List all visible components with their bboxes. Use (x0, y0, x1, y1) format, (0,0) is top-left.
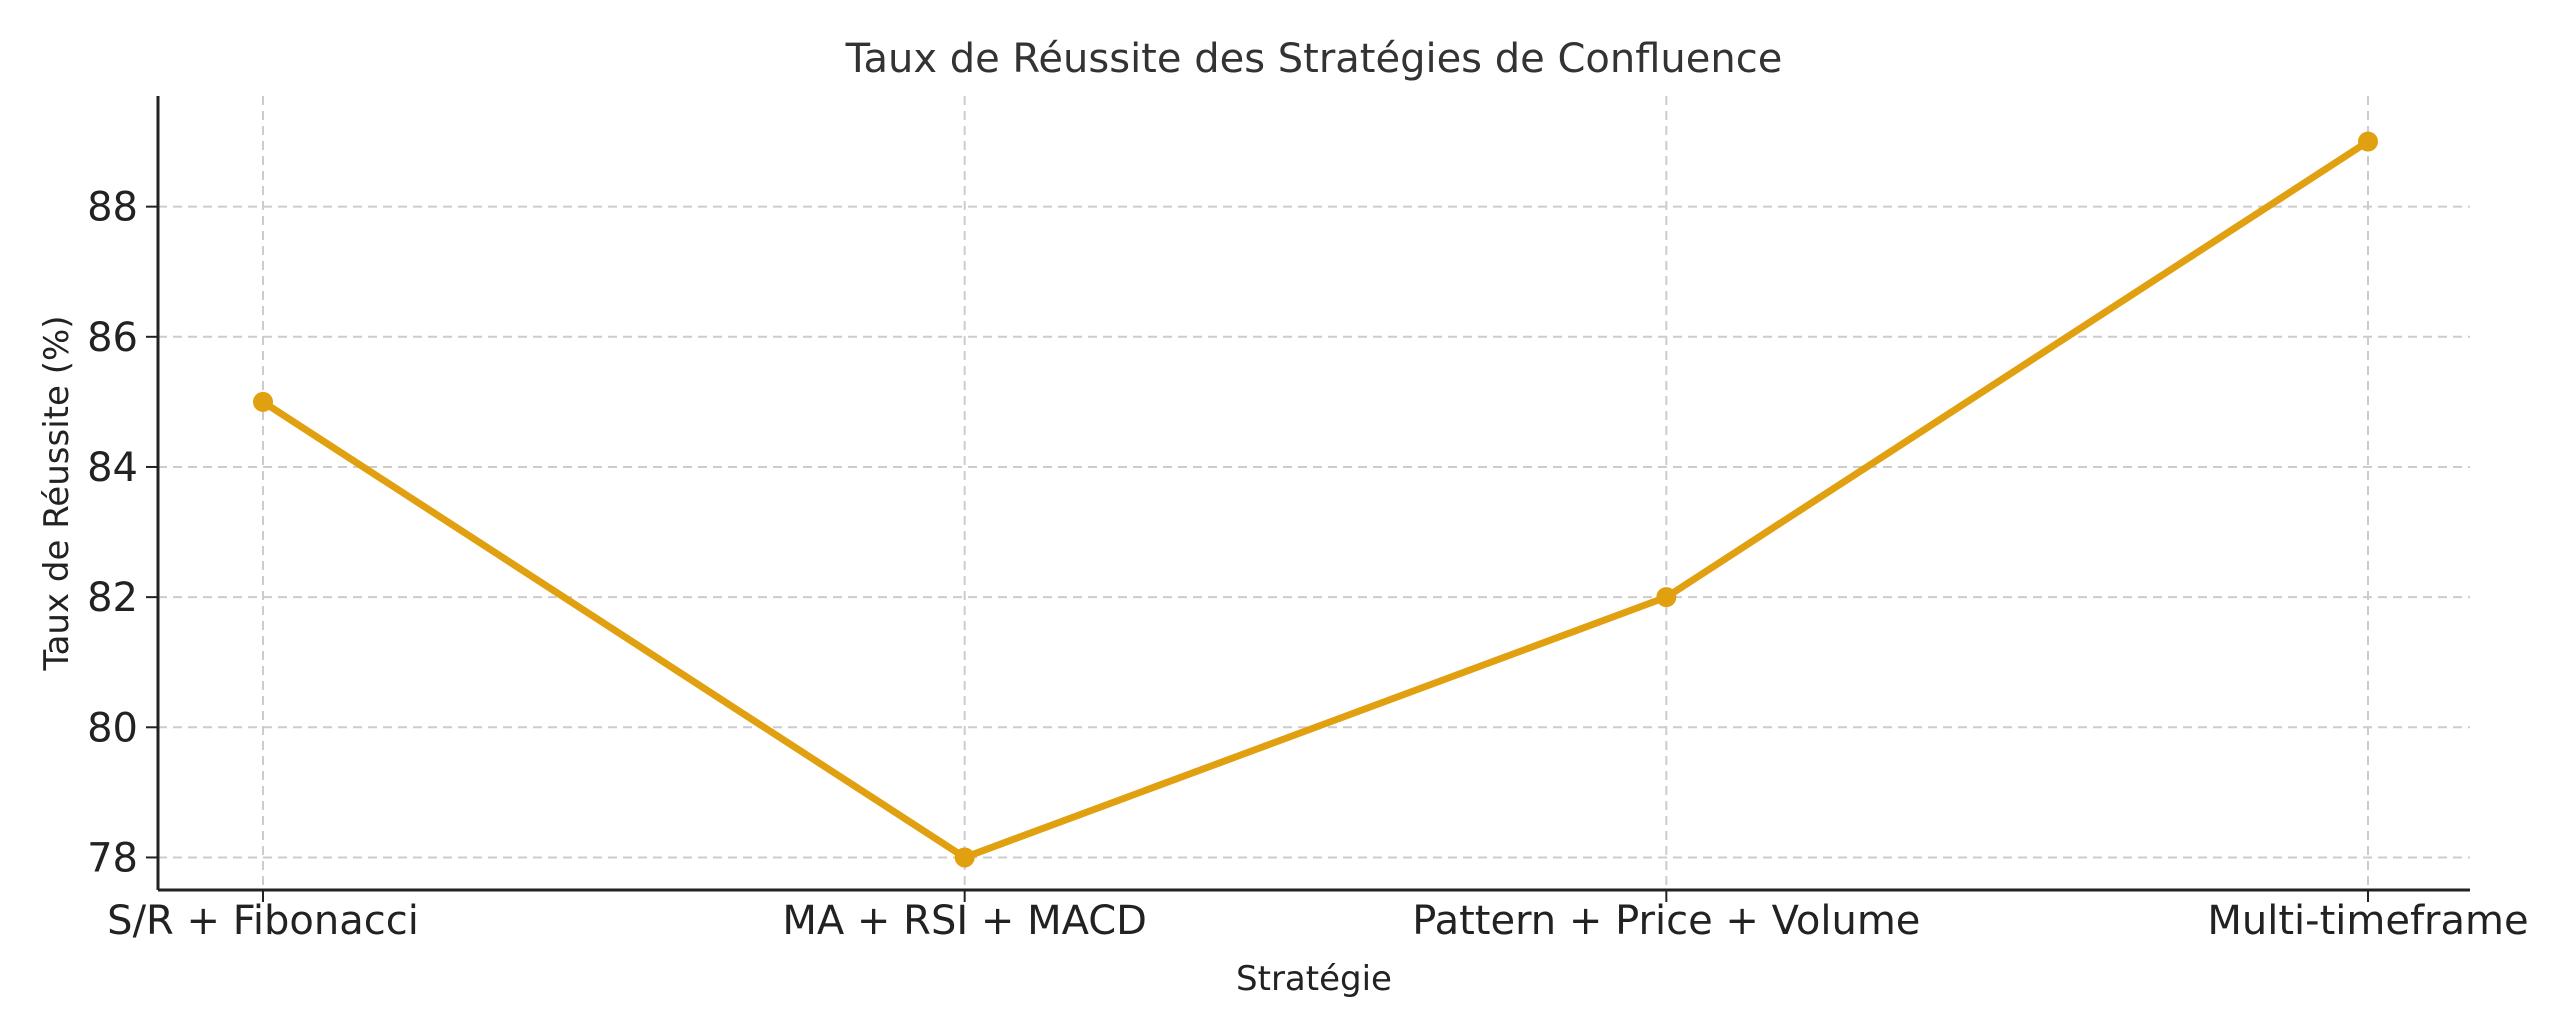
ticks: 78 80 82 84 86 88 S/R + Fibonacci MA + RSI + MA… (87, 185, 2529, 944)
chart-title: Taux de Réussite des Stratégies de Confl… (845, 36, 1783, 82)
x-tick-label: Multi-timeframe (2207, 898, 2528, 944)
y-tick-label: 86 (87, 315, 138, 361)
y-tick-label: 82 (87, 575, 138, 621)
y-tick-label: 80 (87, 705, 138, 751)
grid (158, 96, 2470, 890)
x-axis-label: Stratégie (1236, 959, 1392, 999)
x-tick-label: MA + RSI + MACD (782, 898, 1147, 944)
y-tick-label: 84 (87, 445, 138, 491)
x-tick-label: S/R + Fibonacci (107, 898, 419, 944)
series-line (263, 142, 2368, 858)
y-tick-label: 78 (87, 835, 138, 881)
axes (158, 96, 2470, 890)
data-point (955, 847, 975, 867)
data-point (253, 392, 273, 412)
data-point (2358, 132, 2378, 152)
y-axis-label: Taux de Réussite (%) (37, 315, 77, 671)
data-point (1656, 587, 1676, 607)
series-layer (253, 132, 2378, 868)
y-tick-label: 88 (87, 185, 138, 231)
x-tick-label: Pattern + Price + Volume (1412, 898, 1920, 944)
